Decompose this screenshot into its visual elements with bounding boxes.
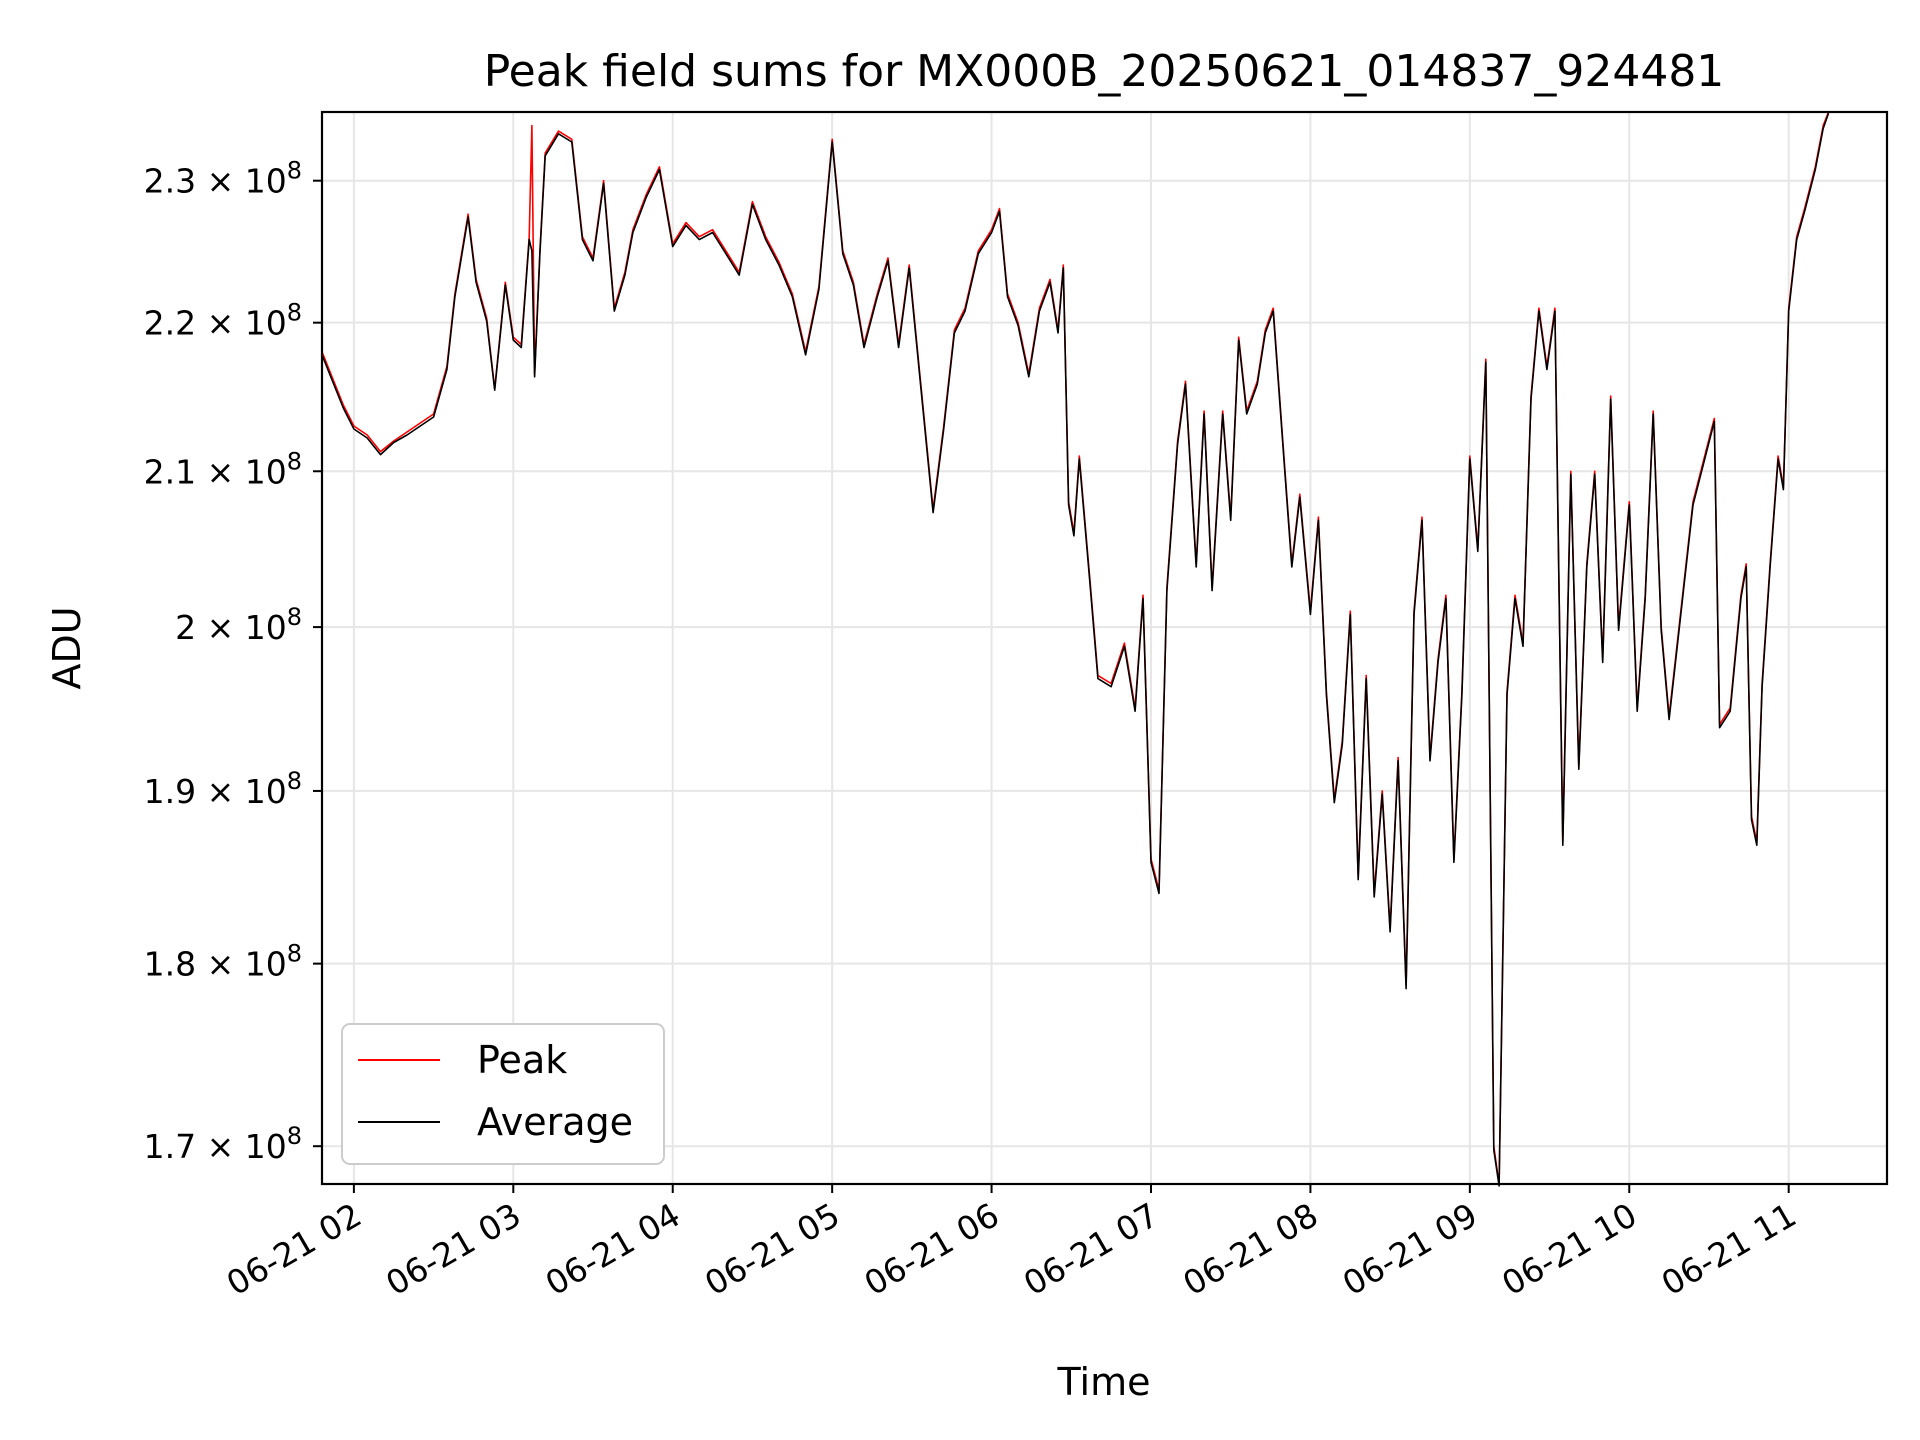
x-tick-label: 06-21 11 [1655,1195,1803,1303]
x-tick-label: 06-21 07 [1017,1195,1165,1303]
y-axis-label: ADU [45,606,89,689]
x-axis: 06-21 02 06-21 03 06-21 04 06-21 05 06-21 06… [220,1184,1803,1303]
x-tick-label: 06-21 05 [698,1195,846,1303]
series-group [321,111,1830,1187]
x-tick-label: 06-21 02 [220,1195,368,1303]
x-axis-label: Time [1057,1360,1151,1404]
x-tick-label: 06-21 06 [858,1195,1006,1303]
chart-title: Peak field sums for MX000B_20250621_0148… [484,46,1725,97]
y-tick-label: 1.7 × 108 [144,1122,302,1166]
x-tick-label: 06-21 08 [1176,1195,1324,1303]
y-tick-label: 2.1 × 108 [144,447,302,491]
x-tick-label: 06-21 10 [1495,1195,1643,1303]
y-tick-label: 2.3 × 108 [144,157,302,201]
legend: Peak Average [341,1023,665,1165]
x-tick-label: 06-21 09 [1336,1195,1484,1303]
y-tick-label: 1.9 × 108 [144,767,302,811]
series-line-average [321,113,1830,1187]
y-axis: 1.7 × 108 1.8 × 108 1.9 × 108 2 × 108 2.1 × … [144,157,322,1166]
y-tick-label: 1.8 × 108 [144,940,302,984]
y-tick-label: 2 × 108 [175,603,302,647]
x-tick-label: 06-21 03 [379,1195,527,1303]
legend-label-average: Average [477,1100,633,1144]
x-tick-label: 06-21 04 [539,1195,687,1303]
y-tick-label: 2.2 × 108 [144,299,302,343]
plot-frame [320,110,1889,1186]
legend-label-peak: Peak [477,1038,567,1082]
